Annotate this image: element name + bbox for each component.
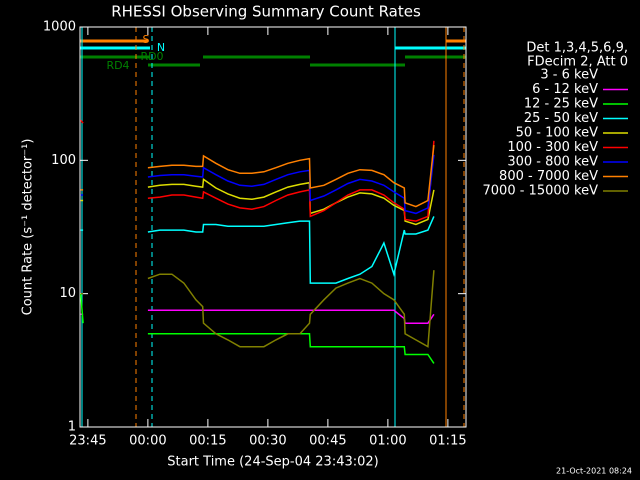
y-tick-label: 1000 xyxy=(43,20,76,35)
x-tick-label: 00:45 xyxy=(309,434,346,449)
y-axis-label: Count Rate (s⁻¹ detector⁻¹) xyxy=(21,139,36,316)
x-tick-label: 01:15 xyxy=(429,434,466,449)
x-tick-label: 00:30 xyxy=(249,434,286,449)
annotation: S xyxy=(143,33,150,46)
annotation: RD0 xyxy=(140,50,163,63)
series-line xyxy=(80,178,435,226)
legend-header: FDecim 2, Att 0 xyxy=(527,55,628,70)
legend-label: 25 - 50 keV xyxy=(524,111,598,126)
x-tick-label: 23:45 xyxy=(69,434,106,449)
series-line xyxy=(80,145,435,208)
x-axis-label: Start Time (24-Sep-04 23:43:02) xyxy=(167,455,378,470)
plot-frame xyxy=(79,26,467,428)
legend-label: 12 - 25 keV xyxy=(524,97,598,112)
legend-label: 7000 - 15000 keV xyxy=(483,184,599,199)
series-line xyxy=(80,309,435,324)
legend-label: 100 - 300 keV xyxy=(507,140,598,155)
y-tick-label: 1 xyxy=(68,420,76,435)
y-tick-label: 10 xyxy=(59,286,76,301)
legend-label: 3 - 6 keV xyxy=(540,68,598,83)
legend-label: 6 - 12 keV xyxy=(532,82,598,97)
legend-label: 800 - 7000 keV xyxy=(499,169,598,184)
series-line xyxy=(147,373,394,405)
series-line xyxy=(80,216,435,284)
x-tick-label: 01:00 xyxy=(369,434,406,449)
series-line xyxy=(80,154,435,215)
chart-title: RHESSI Observing Summary Count Rates xyxy=(111,3,421,21)
series-line xyxy=(80,293,435,364)
x-tick-label: 00:15 xyxy=(189,434,226,449)
annotation: RD4 xyxy=(106,59,129,72)
annotation: N xyxy=(157,41,165,54)
plot-area xyxy=(80,119,435,405)
legend-label: 300 - 800 keV xyxy=(507,155,598,170)
footer: 21-Oct-2021 08:24 xyxy=(556,467,632,476)
series-line xyxy=(80,270,435,348)
legend-header: Det 1,3,4,5,6,9, xyxy=(526,41,628,56)
y-tick-label: 100 xyxy=(51,153,76,168)
state-bars xyxy=(80,27,466,427)
x-tick-label: 00:00 xyxy=(129,434,166,449)
series-line xyxy=(80,119,435,222)
legend-label: 50 - 100 keV xyxy=(516,126,599,141)
